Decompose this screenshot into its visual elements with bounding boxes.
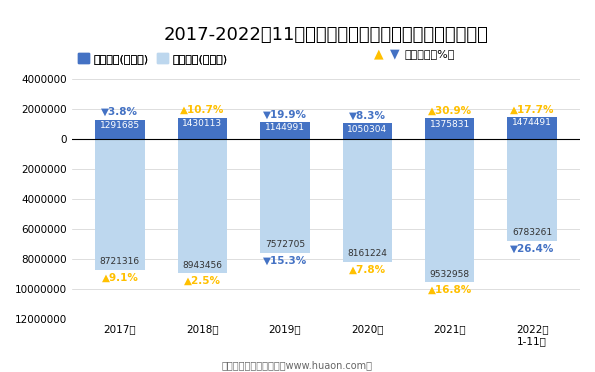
Text: ▲16.8%: ▲16.8% xyxy=(428,285,472,295)
Text: ▲7.8%: ▲7.8% xyxy=(349,264,386,275)
Bar xyxy=(425,139,474,282)
Text: 制图：华经产业研究院（www.huaon.com）: 制图：华经产业研究院（www.huaon.com） xyxy=(222,360,373,370)
Text: ▼8.3%: ▼8.3% xyxy=(349,111,386,121)
Bar xyxy=(343,124,392,139)
Bar xyxy=(95,139,145,270)
Text: 8161224: 8161224 xyxy=(347,249,387,258)
Bar xyxy=(178,118,227,139)
Text: ▼19.9%: ▼19.9% xyxy=(263,109,307,119)
Bar xyxy=(508,117,557,139)
Text: 7572705: 7572705 xyxy=(265,240,305,249)
Text: 同比增速（%）: 同比增速（%） xyxy=(405,49,455,59)
Text: ▲30.9%: ▲30.9% xyxy=(428,106,472,116)
Text: ▼26.4%: ▼26.4% xyxy=(510,244,555,254)
Text: ▲10.7%: ▲10.7% xyxy=(180,105,224,115)
Text: 9532958: 9532958 xyxy=(430,270,470,279)
Text: ▼: ▼ xyxy=(390,47,399,60)
Text: ▲9.1%: ▲9.1% xyxy=(102,273,139,283)
Text: 8943456: 8943456 xyxy=(183,261,223,270)
Legend: 出口总额(千美元), 进口总额(千美元): 出口总额(千美元), 进口总额(千美元) xyxy=(78,53,228,64)
Text: 8721316: 8721316 xyxy=(100,257,140,266)
Text: ▲2.5%: ▲2.5% xyxy=(184,276,221,286)
Text: ▲17.7%: ▲17.7% xyxy=(510,105,555,115)
Text: 6783261: 6783261 xyxy=(512,228,552,237)
Bar xyxy=(260,139,309,253)
Text: 1375831: 1375831 xyxy=(430,120,470,129)
Bar xyxy=(95,120,145,139)
Bar xyxy=(260,122,309,139)
Bar xyxy=(343,139,392,262)
Bar xyxy=(178,139,227,273)
Text: ▼3.8%: ▼3.8% xyxy=(101,107,139,117)
Text: 1474491: 1474491 xyxy=(512,118,552,127)
Text: 1050304: 1050304 xyxy=(347,125,387,134)
Bar xyxy=(425,118,474,139)
Title: 2017-2022年11月吉林省外商投资企业进、出口额统计图: 2017-2022年11月吉林省外商投资企业进、出口额统计图 xyxy=(164,26,488,44)
Text: 1144991: 1144991 xyxy=(265,123,305,132)
Text: 1291685: 1291685 xyxy=(100,121,140,130)
Text: ▲: ▲ xyxy=(374,47,384,60)
Bar xyxy=(508,139,557,241)
Text: ▼15.3%: ▼15.3% xyxy=(263,256,307,266)
Text: 1430113: 1430113 xyxy=(182,119,223,128)
